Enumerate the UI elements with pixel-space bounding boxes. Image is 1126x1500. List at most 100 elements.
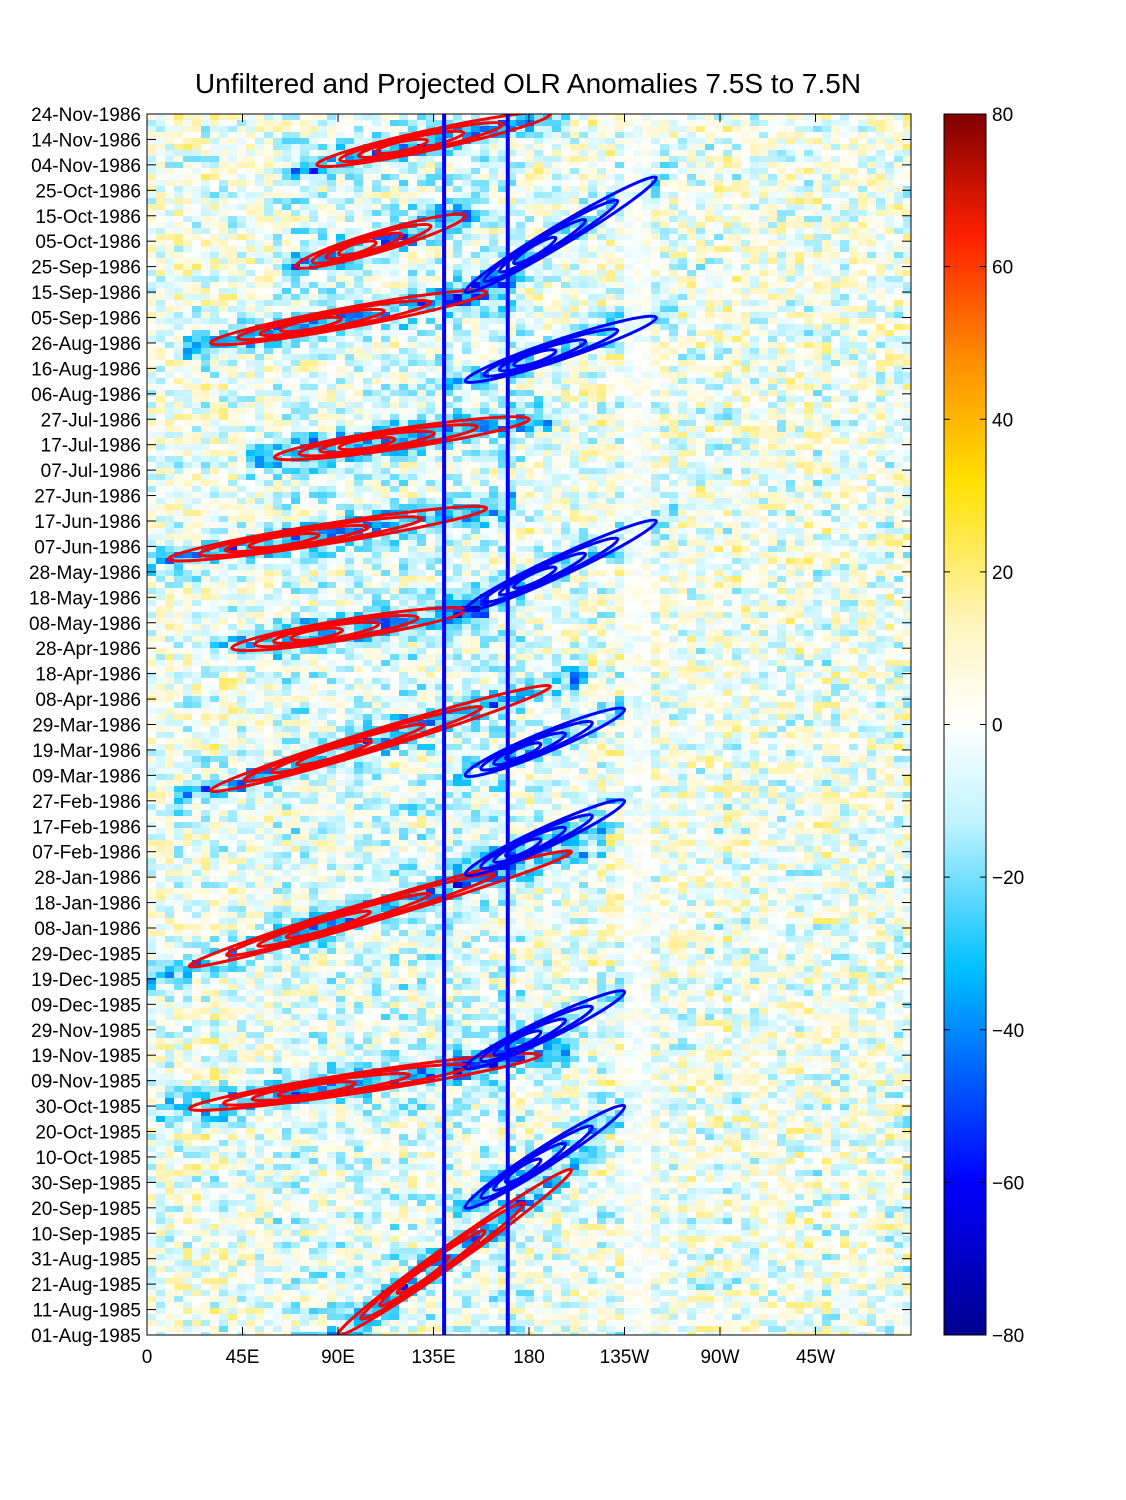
heatmap-cell xyxy=(804,120,814,127)
heatmap-cell xyxy=(147,432,157,439)
heatmap-cell xyxy=(822,282,832,289)
heatmap-cell xyxy=(435,384,445,391)
heatmap-cell xyxy=(768,276,778,283)
heatmap-cell xyxy=(732,438,742,445)
heatmap-cell xyxy=(606,294,616,301)
heatmap-cell xyxy=(849,150,859,157)
heatmap-cell xyxy=(552,216,562,223)
heatmap-cell xyxy=(210,360,220,367)
heatmap-cell xyxy=(282,348,292,355)
heatmap-cell xyxy=(390,228,400,235)
heatmap-cell xyxy=(489,378,499,385)
heatmap-cell xyxy=(147,234,157,241)
heatmap-cell xyxy=(309,246,319,253)
heatmap-cell xyxy=(876,234,886,241)
heatmap-cell xyxy=(687,396,697,403)
heatmap-cell xyxy=(273,306,283,313)
heatmap-cell xyxy=(633,378,643,385)
heatmap-cell xyxy=(714,282,724,289)
heatmap-cell xyxy=(435,168,445,175)
heatmap-cell xyxy=(498,234,508,241)
heatmap-cell xyxy=(804,252,814,259)
heatmap-cell xyxy=(489,354,499,361)
heatmap-cell xyxy=(192,210,202,217)
heatmap-cell xyxy=(741,420,751,427)
heatmap-cell xyxy=(840,390,850,397)
heatmap-cell xyxy=(813,456,823,463)
heatmap-cell xyxy=(228,396,238,403)
heatmap-cell xyxy=(687,282,697,289)
heatmap-cell xyxy=(660,462,670,469)
heatmap-cell xyxy=(651,300,661,307)
heatmap-cell xyxy=(426,366,436,373)
heatmap-cell xyxy=(498,222,508,229)
heatmap-cell xyxy=(885,330,895,337)
heatmap-cell xyxy=(822,402,832,409)
heatmap-cell xyxy=(408,270,418,277)
heatmap-cell xyxy=(786,150,796,157)
heatmap-cell xyxy=(678,420,688,427)
heatmap-cell xyxy=(723,408,733,415)
heatmap-cell xyxy=(444,384,454,391)
heatmap-cell xyxy=(246,366,256,373)
heatmap-cell xyxy=(273,312,283,319)
heatmap-cell xyxy=(201,222,211,229)
heatmap-cell xyxy=(534,354,544,361)
heatmap-cell xyxy=(534,282,544,289)
heatmap-cell xyxy=(615,450,625,457)
heatmap-cell xyxy=(624,258,634,265)
heatmap-cell xyxy=(156,402,166,409)
heatmap-cell xyxy=(417,114,427,121)
heatmap-cell xyxy=(372,210,382,217)
heatmap-cell xyxy=(849,300,859,307)
heatmap-cell xyxy=(894,156,904,163)
heatmap-cell xyxy=(723,210,733,217)
heatmap-cell xyxy=(642,402,652,409)
heatmap-cell xyxy=(858,408,868,415)
heatmap-cell xyxy=(831,396,841,403)
heatmap-cell xyxy=(381,366,391,373)
heatmap-cell xyxy=(615,372,625,379)
heatmap-cell xyxy=(327,132,337,139)
heatmap-cell xyxy=(381,168,391,175)
heatmap-cell xyxy=(435,192,445,199)
heatmap-cell xyxy=(192,120,202,127)
heatmap-cell xyxy=(399,354,409,361)
heatmap-cell xyxy=(381,210,391,217)
heatmap-cell xyxy=(273,114,283,121)
heatmap-cell xyxy=(858,432,868,439)
heatmap-cell xyxy=(687,426,697,433)
heatmap-cell xyxy=(741,360,751,367)
heatmap-cell xyxy=(489,426,499,433)
heatmap-cell xyxy=(696,324,706,331)
heatmap-cell xyxy=(516,294,526,301)
heatmap-cell xyxy=(858,420,868,427)
heatmap-cell xyxy=(507,234,517,241)
heatmap-cell xyxy=(669,198,679,205)
heatmap-cell xyxy=(273,402,283,409)
heatmap-cell xyxy=(804,270,814,277)
heatmap-cell xyxy=(480,354,490,361)
heatmap-cell xyxy=(516,408,526,415)
heatmap-cell xyxy=(336,126,346,133)
heatmap-cell xyxy=(480,198,490,205)
heatmap-cell xyxy=(615,264,625,271)
heatmap-cell xyxy=(219,414,229,421)
heatmap-cell xyxy=(318,210,328,217)
heatmap-cell xyxy=(831,222,841,229)
heatmap-cell xyxy=(489,348,499,355)
heatmap-cell xyxy=(876,120,886,127)
heatmap-cell xyxy=(246,150,256,157)
heatmap-cell xyxy=(516,270,526,277)
heatmap-cell xyxy=(606,342,616,349)
heatmap-cell xyxy=(669,132,679,139)
heatmap-cell xyxy=(786,354,796,361)
heatmap-cell xyxy=(435,294,445,301)
heatmap-cell xyxy=(471,126,481,133)
heatmap-cell xyxy=(525,234,535,241)
heatmap-cell xyxy=(579,282,589,289)
heatmap-cell xyxy=(462,150,472,157)
heatmap-cell xyxy=(390,162,400,169)
heatmap-cell xyxy=(795,426,805,433)
heatmap-cell xyxy=(705,216,715,223)
